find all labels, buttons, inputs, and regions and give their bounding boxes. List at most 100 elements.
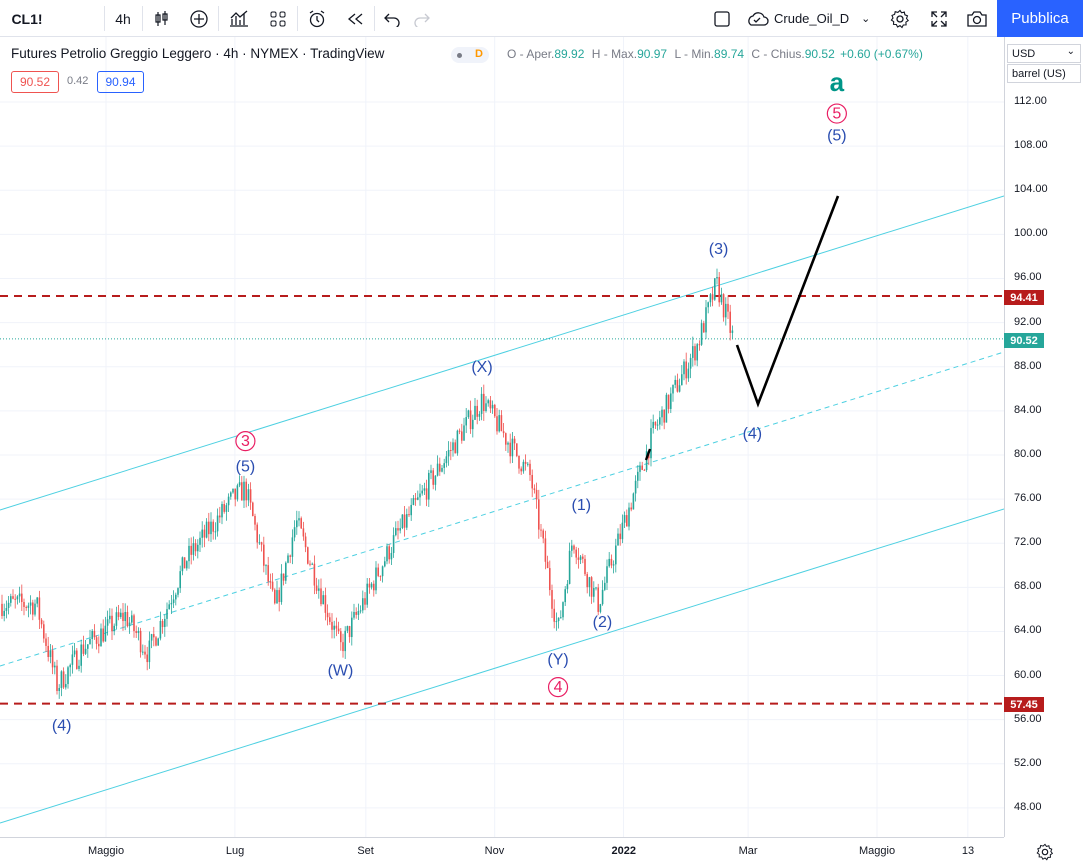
candle-body [102,628,104,642]
candle-body [474,405,476,420]
candle-body [562,602,564,618]
cloud-icon [748,11,769,26]
wave-label: (3) [709,241,729,258]
candle-body [711,294,714,300]
candle-body [271,581,274,590]
symbol-search-button[interactable]: CL1! [0,0,54,37]
toolbar-divider [297,6,298,31]
candle-body [463,425,465,441]
buy-price-box[interactable]: 90.94 [97,71,144,93]
delayed-badge-label: D [475,48,483,60]
candle-body [23,601,25,607]
candle-body [461,431,463,441]
low-label: L - Min. [674,47,715,61]
candle-body [210,521,212,535]
candle-body [311,563,313,565]
candle-body [390,552,393,560]
time-tick-label: 13 [961,845,975,857]
candle-body [705,307,707,333]
publish-button[interactable]: Pubblica [997,0,1083,37]
settings-button[interactable] [885,0,915,37]
price-tick-label: 100.00 [1014,227,1048,240]
currency-select[interactable]: USD ⌄ [1007,44,1081,63]
candle-body [219,515,221,518]
candle-body [500,415,503,432]
price-chart[interactable]: (4) 3 (5) (W) (X) (1) (2) (Y) 4 (3) (4) a 5 (5) [0,37,1004,837]
alert-button[interactable] [302,0,332,37]
layout-name-dropdown[interactable]: Crude_Oil_D ⌄ [744,0,882,37]
candle-body [115,612,118,626]
candle-body [421,490,423,494]
snapshot-button[interactable] [962,0,992,37]
unit-select[interactable]: barrel (US) [1007,64,1081,83]
time-scale[interactable] [0,837,1004,864]
redo-button[interactable] [408,0,436,37]
price-tick-label: 104.00 [1014,183,1048,196]
candle-body [21,593,23,602]
candle-body [399,528,401,531]
candle-body [69,664,71,668]
candle-body [153,634,155,638]
scale-settings-button[interactable] [1036,843,1054,864]
candle-body [82,644,85,654]
time-tick-label: Maggio [88,845,125,857]
candle-body [722,294,725,318]
interval-label: 4h [115,10,131,27]
candle-body [124,611,126,622]
compare-button[interactable] [185,0,213,37]
candle-body [626,515,628,527]
sell-price-box[interactable]: 90.52 [11,71,59,93]
change-value: +0.60 (+0.67%) [840,47,923,61]
interval-button[interactable]: 4h [106,0,140,37]
candle-body [36,597,38,604]
candle-body [113,625,115,632]
price-tick-label: 88.00 [1014,359,1042,372]
candle-body [595,587,597,589]
candle-body [342,642,344,652]
candle-body [60,671,63,688]
candle-body [16,596,19,600]
fullscreen-button[interactable] [924,0,954,37]
candle-body [214,531,217,533]
candle-body [346,626,349,631]
price-tick-label: 48.00 [1014,800,1042,813]
market-status-badge[interactable]: D [451,47,489,63]
candle-body [366,583,368,605]
candle-body [507,442,509,445]
candle-body [177,588,179,595]
templates-button[interactable] [263,0,293,37]
candle-body [243,481,245,501]
grid-icon [270,11,286,26]
candle-body [564,589,566,603]
candle-body [577,557,580,560]
candle-body [412,498,415,505]
candle-body [258,542,261,544]
indicators-icon [230,10,248,27]
undo-button[interactable] [378,0,406,37]
wave-label-circle [826,103,847,124]
candle-body [146,654,148,663]
wave-label: 4 [554,679,563,696]
close-label: C - Chius. [751,47,805,61]
time-tick-label: Set [357,845,374,857]
candle-body [487,400,489,404]
candle-body [441,467,443,472]
wave-label: (2) [593,614,613,631]
candle-body [720,294,723,303]
candle-body [263,544,265,566]
candle-body [269,581,272,583]
candle-body [641,465,643,470]
candle-body [309,563,311,565]
bar-style-button[interactable] [148,0,176,37]
candle-body [388,546,390,560]
indicators-button[interactable] [224,0,254,37]
replay-button[interactable] [340,0,370,37]
candle-body [208,521,210,535]
candle-body [696,344,698,361]
candle-body [131,615,133,623]
candle-body [364,598,366,605]
candle-body [170,602,173,605]
candle-body [139,630,142,653]
candle-body [665,394,668,423]
layout-toggle-button[interactable] [707,0,737,37]
